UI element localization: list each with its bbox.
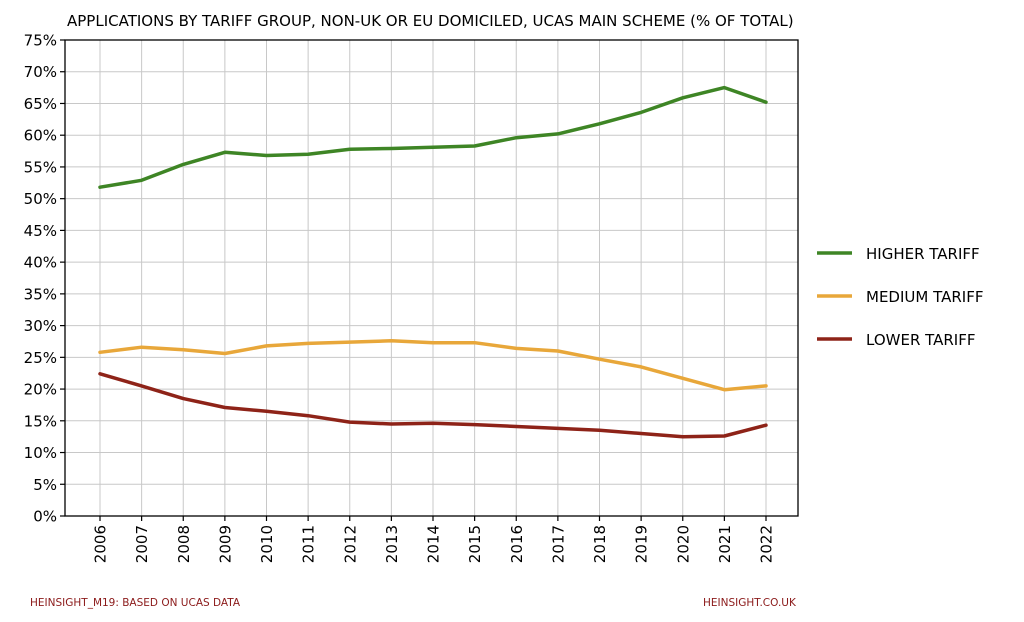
y-tick-label: 10% xyxy=(24,444,57,462)
x-tick-label: 2016 xyxy=(508,525,526,563)
x-tick-label: 2018 xyxy=(591,525,609,563)
y-tick-label: 75% xyxy=(24,32,57,50)
x-tick-label: 2012 xyxy=(341,525,359,563)
legend-label: LOWER TARIFF xyxy=(866,331,976,349)
y-tick-label: 5% xyxy=(33,476,57,494)
y-tick-label: 30% xyxy=(24,317,57,335)
x-tick-label: 2010 xyxy=(258,525,276,563)
legend-label: MEDIUM TARIFF xyxy=(866,288,983,306)
series-line-higher-tariff xyxy=(98,85,768,189)
x-tick-label: 2008 xyxy=(175,525,193,563)
y-tick-label: 55% xyxy=(24,158,57,176)
x-tick-label: 2009 xyxy=(216,525,234,563)
plot-frame xyxy=(64,39,799,517)
x-tick-label: 2022 xyxy=(758,525,776,563)
x-tick-label: 2021 xyxy=(716,525,734,563)
footer-website: HEINSIGHT.CO.UK xyxy=(703,597,796,609)
legend-label: HIGHER TARIFF xyxy=(866,245,980,263)
x-tick-label: 2015 xyxy=(466,525,484,563)
y-tick-label: 50% xyxy=(24,190,57,208)
y-tick-label: 40% xyxy=(24,254,57,272)
y-tick-label: 35% xyxy=(24,285,57,303)
x-tick-label: 2013 xyxy=(383,525,401,563)
x-tick-label: 2020 xyxy=(674,525,692,563)
x-tick-label: 2007 xyxy=(133,525,151,563)
y-axis: 0% 5% 10% 15% 20% 25% 30% 35% 40% 45% 50% 55% 60% 65%… xyxy=(24,32,65,526)
x-axis: 2006 2007 2008 2009 2010 2011 2012 2013 2014 2015… xyxy=(92,516,776,563)
y-tick-label: 65% xyxy=(24,95,57,113)
y-tick-label: 45% xyxy=(24,222,57,240)
x-tick-label: 2006 xyxy=(92,525,110,563)
series-line-lower-tariff xyxy=(98,372,768,439)
y-tick-label: 70% xyxy=(24,63,57,81)
y-tick-label: 15% xyxy=(24,412,57,430)
x-tick-label: 2017 xyxy=(549,525,567,563)
chart-title: APPLICATIONS BY TARIFF GROUP, NON-UK OR … xyxy=(67,12,794,30)
grid xyxy=(65,39,798,517)
y-tick-label: 25% xyxy=(24,349,57,367)
y-tick-label: 0% xyxy=(33,508,57,526)
y-tick-label: 20% xyxy=(24,381,57,399)
series-line-medium-tariff xyxy=(98,339,768,392)
y-tick-label: 60% xyxy=(24,127,57,145)
series-lines xyxy=(98,85,768,439)
footer-source: HEINSIGHT_M19: BASED ON UCAS DATA xyxy=(30,597,241,609)
x-tick-label: 2014 xyxy=(425,525,443,563)
x-tick-label: 2011 xyxy=(300,525,318,563)
x-tick-label: 2019 xyxy=(633,525,651,563)
legend: HIGHER TARIFF MEDIUM TARIFF LOWER TARIFF xyxy=(817,245,983,349)
